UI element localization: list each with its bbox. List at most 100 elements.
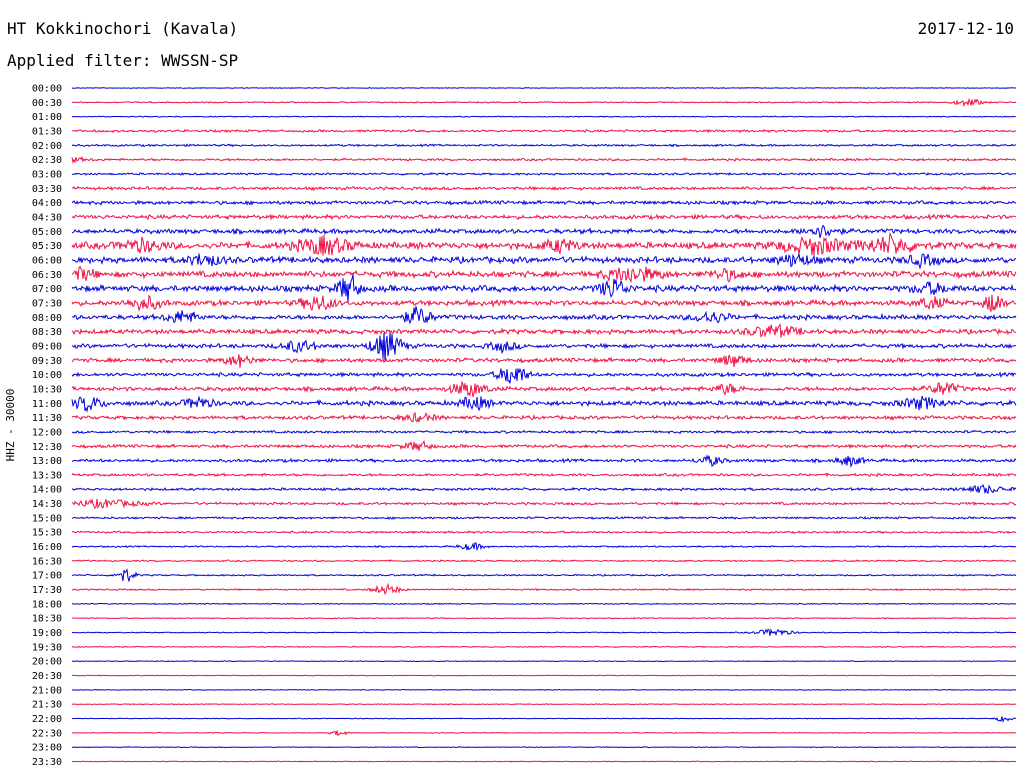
trace-row-1800: [71, 602, 1017, 606]
time-tick-label: 05:00: [32, 227, 62, 238]
trace-row-0700: [71, 274, 1017, 303]
y-axis-label: HHZ - 30000: [4, 389, 17, 462]
trace-row-0300: [71, 171, 1017, 176]
time-tick-label: 13:00: [32, 456, 62, 467]
trace-row-1500: [71, 515, 1017, 520]
trace-row-2000: [71, 660, 1017, 663]
trace-row-0530: [71, 231, 1017, 256]
time-tick-label: 06:30: [32, 270, 62, 281]
time-tick-label: 20:30: [32, 671, 62, 682]
time-tick-label: 03:00: [32, 169, 62, 180]
time-tick-label: 14:30: [32, 499, 62, 510]
trace-row-1430: [71, 498, 1017, 509]
trace-row-0000: [71, 87, 1017, 90]
time-tick-label: 06:00: [32, 255, 62, 266]
trace-row-0500: [71, 224, 1017, 239]
trace-row-2030: [71, 674, 1017, 677]
station-title: HT Kokkinochori (Kavala): [7, 19, 239, 38]
time-tick-label: 10:00: [32, 370, 62, 381]
trace-row-1630: [71, 559, 1017, 563]
time-tick-label: 14:00: [32, 485, 62, 496]
trace-row-1200: [71, 429, 1017, 435]
time-tick-label: 00:00: [32, 84, 62, 95]
trace-row-0230: [71, 155, 1017, 165]
trace-row-1130: [71, 411, 1017, 423]
time-tick-label: 19:00: [32, 628, 62, 639]
time-tick-label: 16:00: [32, 542, 62, 553]
time-tick-label: 12:30: [32, 442, 62, 453]
date-label: 2017-12-10: [917, 19, 1014, 38]
time-tick-label: 02:30: [32, 155, 62, 166]
trace-row-0400: [71, 199, 1017, 206]
time-tick-label: 08:30: [32, 327, 62, 338]
trace-row-1600: [71, 542, 1017, 552]
time-tick-label: 23:00: [32, 743, 62, 754]
time-tick-label: 00:30: [32, 98, 62, 109]
trace-row-2230: [71, 730, 1017, 737]
trace-row-2100: [71, 688, 1017, 691]
trace-row-1230: [71, 439, 1017, 451]
seismic-traces: [71, 87, 1017, 763]
time-tick-label: 05:30: [32, 241, 62, 252]
trace-row-0830: [71, 323, 1017, 338]
time-tick-label: 04:30: [32, 212, 62, 223]
time-tick-label: 21:30: [32, 700, 62, 711]
trace-row-1830: [71, 617, 1017, 620]
time-tick-label: 22:30: [32, 728, 62, 739]
trace-row-0730: [71, 294, 1017, 313]
trace-row-2300: [71, 746, 1017, 749]
time-tick-label: 21:00: [32, 685, 62, 696]
time-tick-labels: 00:00 00:30 01:00 01:30 02:00 02:30 03:00 03:30…: [32, 84, 62, 769]
trace-row-1930: [71, 645, 1017, 648]
time-tick-label: 18:00: [32, 599, 62, 610]
time-tick-label: 01:30: [32, 126, 62, 137]
trace-row-0030: [71, 97, 1017, 108]
trace-row-0900: [71, 332, 1017, 362]
trace-row-1300: [71, 454, 1017, 469]
time-tick-label: 09:30: [32, 356, 62, 367]
time-tick-label: 07:00: [32, 284, 62, 295]
time-tick-label: 07:30: [32, 298, 62, 309]
trace-row-1700: [71, 568, 1017, 582]
time-tick-label: 15:00: [32, 513, 62, 524]
time-tick-label: 13:30: [32, 470, 62, 481]
time-tick-label: 01:00: [32, 112, 62, 123]
trace-row-1030: [71, 380, 1017, 397]
time-tick-label: 03:30: [32, 184, 62, 195]
trace-row-2330: [71, 760, 1017, 763]
trace-row-2130: [71, 703, 1017, 706]
time-tick-label: 22:00: [32, 714, 62, 725]
time-tick-label: 17:30: [32, 585, 62, 596]
trace-row-0930: [71, 354, 1017, 368]
trace-row-0330: [71, 185, 1017, 192]
trace-row-1730: [71, 582, 1017, 595]
time-tick-label: 10:30: [32, 384, 62, 395]
trace-row-1400: [71, 483, 1017, 495]
time-tick-label: 16:30: [32, 556, 62, 567]
filter-label: Applied filter: WWSSN-SP: [7, 51, 239, 70]
trace-row-1100: [71, 395, 1017, 413]
time-tick-label: 23:30: [32, 757, 62, 768]
time-tick-label: 15:30: [32, 528, 62, 539]
time-tick-label: 19:30: [32, 642, 62, 653]
trace-row-1530: [71, 530, 1017, 535]
time-tick-label: 17:00: [32, 571, 62, 582]
trace-row-0600: [71, 253, 1017, 270]
time-tick-label: 09:00: [32, 341, 62, 352]
trace-row-1000: [71, 367, 1017, 384]
time-tick-label: 02:00: [32, 141, 62, 152]
trace-row-0100: [71, 115, 1017, 118]
time-tick-label: 12:00: [32, 427, 62, 438]
trace-row-0130: [71, 128, 1017, 134]
trace-row-0630: [71, 265, 1017, 284]
time-tick-label: 18:30: [32, 614, 62, 625]
time-tick-label: 11:30: [32, 413, 62, 424]
trace-row-0430: [71, 213, 1017, 221]
time-tick-label: 08:00: [32, 313, 62, 324]
trace-row-0800: [71, 306, 1017, 325]
time-tick-label: 20:00: [32, 657, 62, 668]
trace-row-1900: [71, 628, 1017, 637]
trace-row-2200: [71, 716, 1017, 723]
time-tick-label: 04:00: [32, 198, 62, 209]
